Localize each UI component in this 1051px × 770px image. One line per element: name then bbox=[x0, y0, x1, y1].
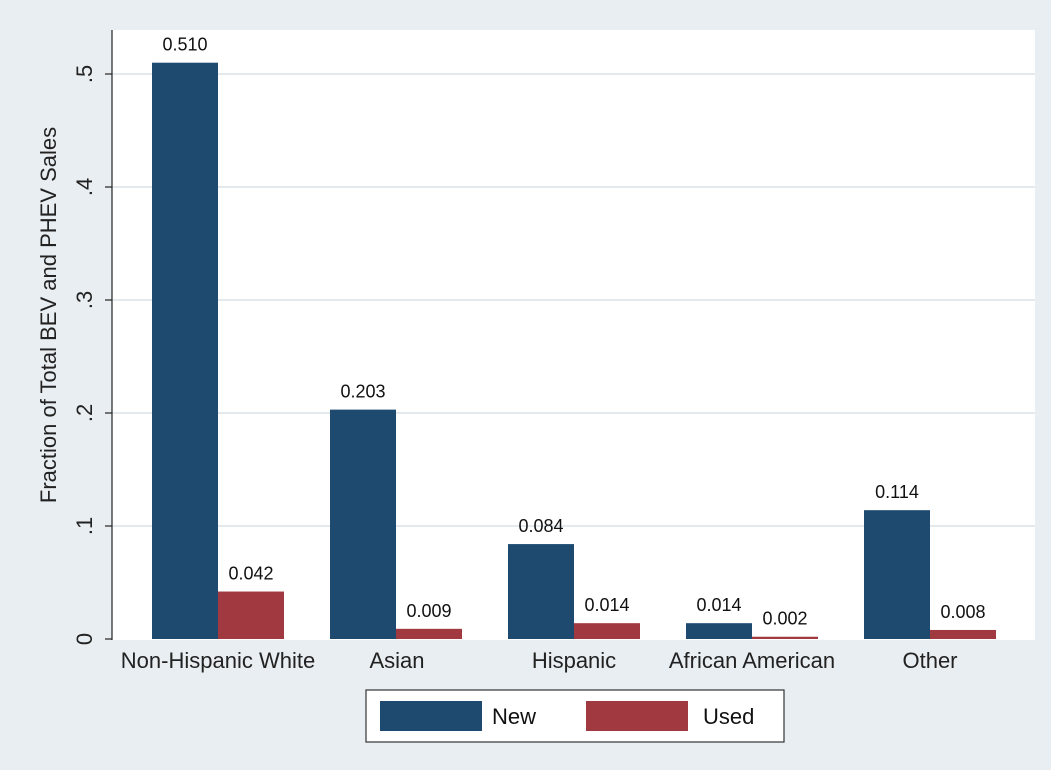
x-tick-label: Asian bbox=[369, 648, 424, 673]
value-label-used-3: 0.002 bbox=[762, 609, 807, 629]
x-axis-labels: Non-Hispanic White Asian Hispanic African A… bbox=[121, 648, 958, 673]
bar-used-3 bbox=[752, 636, 818, 639]
y-tick-label: 0 bbox=[72, 633, 97, 645]
legend-label-new: New bbox=[492, 704, 536, 729]
x-tick-label: Other bbox=[902, 648, 957, 673]
bar-new-1 bbox=[330, 409, 396, 639]
value-label-new-4: 0.114 bbox=[875, 482, 919, 502]
bar-used-4 bbox=[930, 629, 996, 639]
y-tick-label: .4 bbox=[72, 178, 97, 196]
bar-new-0 bbox=[152, 62, 218, 639]
value-label-new-1: 0.203 bbox=[340, 382, 385, 402]
y-tick-label: .1 bbox=[72, 517, 97, 535]
value-label-used-4: 0.008 bbox=[940, 602, 985, 622]
y-tick-label: .2 bbox=[72, 404, 97, 422]
value-label-used-0: 0.042 bbox=[228, 564, 273, 584]
value-label-new-3: 0.014 bbox=[696, 595, 741, 615]
x-tick-label: Non-Hispanic White bbox=[121, 648, 315, 673]
bar-new-3 bbox=[686, 623, 752, 639]
grid-lines bbox=[112, 73, 1035, 527]
value-labels: 0.510 0.042 0.203 0.009 0.084 0.014 0.014 0.002… bbox=[162, 35, 985, 629]
bars bbox=[152, 62, 996, 639]
legend-label-used: Used bbox=[703, 704, 754, 729]
value-label-new-2: 0.084 bbox=[518, 516, 563, 536]
x-tick-label: African American bbox=[669, 648, 835, 673]
legend-swatch-new bbox=[380, 701, 482, 731]
value-label-used-2: 0.014 bbox=[584, 595, 629, 615]
bar-new-4 bbox=[864, 510, 930, 639]
value-label-new-0: 0.510 bbox=[162, 35, 207, 55]
x-tick-label: Hispanic bbox=[532, 648, 616, 673]
bar-new-2 bbox=[508, 544, 574, 639]
y-axis-title: Fraction of Total BEV and PHEV Sales bbox=[36, 127, 61, 503]
bar-used-2 bbox=[574, 623, 640, 639]
legend: New Used bbox=[365, 689, 785, 743]
legend-swatch-used bbox=[586, 701, 688, 731]
value-label-used-1: 0.009 bbox=[406, 601, 451, 621]
y-tick-label: .5 bbox=[72, 65, 97, 83]
bar-used-1 bbox=[396, 628, 462, 639]
bar-used-0 bbox=[218, 591, 284, 639]
y-axis: 0 .1 .2 .3 .4 .5 bbox=[72, 30, 113, 645]
y-tick-label: .3 bbox=[72, 291, 97, 309]
